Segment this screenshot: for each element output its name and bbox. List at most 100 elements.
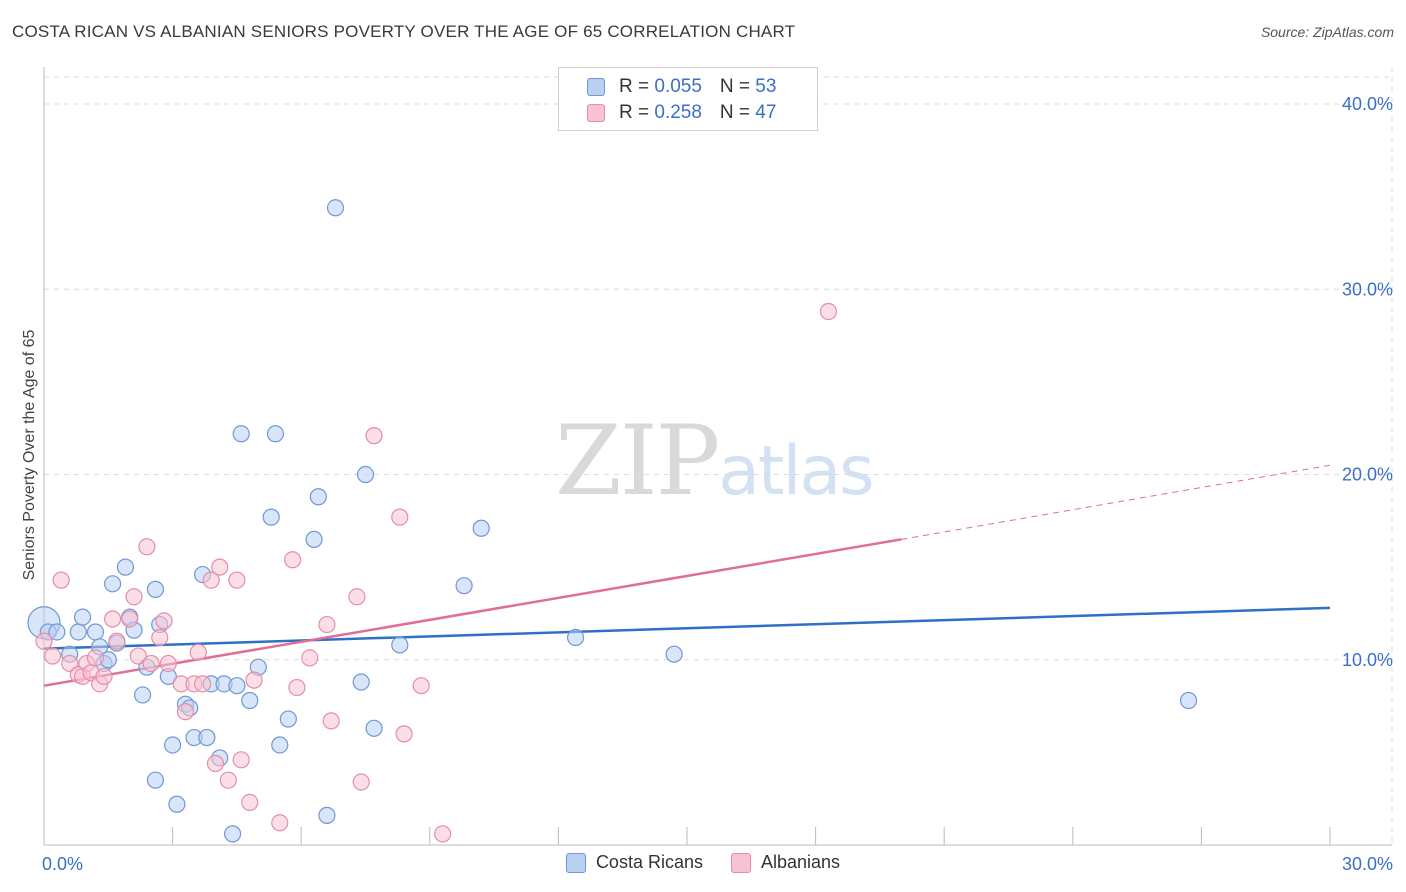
- albanians-point: [206, 754, 225, 773]
- costa-ricans-point: [146, 771, 165, 789]
- costa-ricans-point: [279, 710, 297, 728]
- costa-ricans-point: [318, 806, 336, 824]
- source-label: Source: ZipAtlas.com: [1260, 24, 1394, 40]
- costa-ricans-point: [73, 608, 92, 626]
- legend-r-label: R =: [619, 76, 655, 97]
- legend-swatch-blue: [565, 852, 586, 873]
- y-tick-label: 20.0%: [1342, 465, 1393, 485]
- albanians-point: [189, 643, 207, 661]
- costa-ricans-point: [305, 530, 323, 548]
- legend-swatch-pink: [587, 104, 605, 122]
- watermark-zip: ZIP: [555, 405, 720, 517]
- costa-ricans-point: [232, 425, 250, 443]
- albanians-point: [211, 558, 229, 576]
- legend-series-name: Albanians: [760, 852, 841, 872]
- y-tick-label: 10.0%: [1342, 650, 1393, 670]
- y-axis-label: Seniors Poverty Over the Age of 65: [21, 329, 38, 581]
- legend-r-value: 0.258: [654, 102, 702, 123]
- albanians-point: [121, 610, 139, 628]
- costa-ricans-point: [352, 673, 370, 691]
- costa-ricans-point: [1179, 691, 1198, 710]
- costa-ricans-point: [365, 719, 383, 737]
- albanians-point: [219, 771, 237, 789]
- watermark: ZIPatlas: [555, 405, 875, 517]
- tick-labels: 10.0% 20.0% 30.0% 40.0% 0.0% 30.0%: [42, 94, 1393, 874]
- legend-swatch-pink: [730, 852, 751, 873]
- grid-lines: [44, 67, 1393, 845]
- costa-ricans-point: [262, 508, 280, 526]
- trend-lines: [43, 464, 1331, 687]
- legend-series-name: Costa Ricans: [595, 852, 703, 872]
- albanians-trend-line: [43, 538, 902, 687]
- albanians-point: [395, 725, 413, 743]
- costa-ricans-point: [455, 577, 473, 595]
- albanians-point: [103, 610, 122, 628]
- albanians-point: [412, 677, 430, 695]
- series-legend: Costa Ricans Albanians: [0, 852, 1406, 873]
- albanians-point: [52, 571, 70, 589]
- albanians-point: [819, 302, 838, 321]
- legend-n-label: N =: [719, 76, 756, 97]
- albanians-point: [95, 667, 113, 686]
- albanians-point: [35, 632, 53, 650]
- albanians-trend-extension: [901, 464, 1331, 540]
- legend-row-albanians: R = 0.258 N = 47: [587, 101, 776, 125]
- albanians-point: [151, 628, 169, 647]
- albanians-point: [86, 649, 105, 667]
- costa-ricans-point: [391, 636, 409, 654]
- costa-ricans-point: [168, 795, 186, 813]
- costa-ricans-trend-line: [43, 606, 1331, 650]
- legend-swatch-blue: [587, 78, 605, 96]
- albanians-point: [301, 649, 319, 667]
- albanians-point: [271, 814, 289, 832]
- albanians-point: [176, 703, 195, 721]
- legend-row-costa-ricans: R = 0.055 N = 53: [587, 75, 776, 99]
- costa-ricans-point: [146, 580, 165, 598]
- costa-ricans-point: [228, 677, 246, 695]
- watermark-atlas: atlas: [718, 432, 874, 511]
- albanians-point: [129, 647, 147, 665]
- chart-title: COSTA RICAN VS ALBANIAN SENIORS POVERTY …: [12, 22, 796, 41]
- albanians-point: [348, 588, 366, 606]
- stats-legend: R = 0.055 N = 53 R = 0.258 N = 47: [558, 67, 818, 131]
- albanians-point: [108, 632, 126, 650]
- albanians-point: [288, 678, 306, 697]
- costa-ricans-point: [133, 686, 152, 704]
- albanians-point: [391, 508, 409, 526]
- albanians-point: [322, 712, 340, 730]
- costa-ricans-point: [198, 728, 216, 747]
- legend-r-label: R =: [619, 102, 655, 123]
- legend-r-value: 0.055: [654, 76, 702, 97]
- costa-ricans-point: [271, 736, 289, 754]
- albanians-point: [138, 538, 156, 556]
- legend-item-costa-ricans: Costa Ricans: [565, 852, 703, 873]
- data-points: [27, 199, 1198, 843]
- albanians-point: [245, 671, 263, 689]
- albanians-point: [142, 654, 160, 673]
- x-tick-label: 30.0%: [1342, 854, 1393, 874]
- costa-ricans-point: [48, 623, 66, 641]
- albanians-point: [241, 793, 259, 811]
- costa-ricans-point: [164, 736, 182, 754]
- costa-ricans-point: [86, 623, 105, 641]
- costa-ricans-point: [116, 558, 135, 576]
- albanians-point: [228, 571, 246, 589]
- costa-ricans-point: [103, 575, 122, 593]
- albanians-point: [43, 647, 62, 665]
- costa-ricans-point: [266, 425, 285, 443]
- x-tick-label: 0.0%: [42, 854, 83, 874]
- costa-ricans-point: [241, 691, 259, 710]
- albanians-point: [284, 551, 302, 569]
- legend-n-value: 53: [755, 76, 777, 97]
- y-tick-label: 30.0%: [1342, 279, 1393, 299]
- legend-n-label: N =: [719, 102, 756, 123]
- costa-ricans-point: [309, 488, 327, 506]
- axes: [43, 67, 1392, 846]
- legend-item-albanians: Albanians: [730, 852, 841, 873]
- albanians-point: [159, 654, 177, 673]
- costa-ricans-point: [224, 825, 242, 843]
- costa-ricans-point: [472, 519, 490, 537]
- albanians-point: [155, 612, 173, 630]
- albanians-point: [202, 571, 220, 589]
